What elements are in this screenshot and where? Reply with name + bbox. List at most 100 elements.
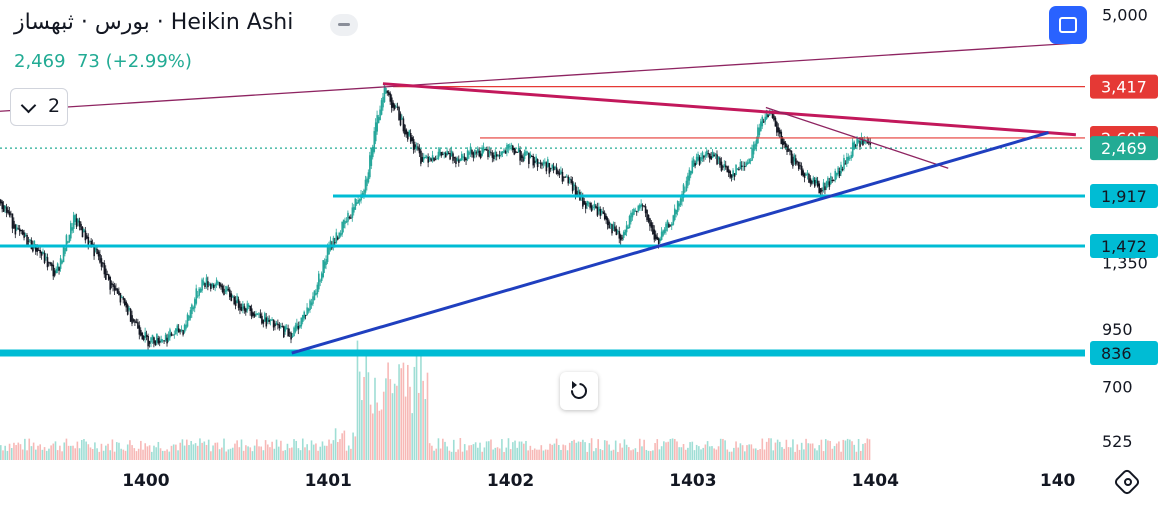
- candle: [692, 159, 695, 167]
- volume-bar: [849, 439, 851, 460]
- candle: [605, 215, 608, 221]
- candle: [786, 145, 788, 153]
- candle: [615, 228, 618, 236]
- volume-bar: [779, 441, 781, 460]
- volume-bar: [6, 450, 9, 460]
- fullscreen-button[interactable]: [1049, 6, 1087, 44]
- candle: [789, 149, 791, 152]
- candle: [669, 225, 672, 227]
- volume-bar: [221, 447, 223, 460]
- volume-bar: [608, 444, 610, 460]
- volume-bar: [367, 372, 370, 460]
- volume-bar: [356, 340, 359, 460]
- candle: [576, 190, 578, 197]
- candle: [611, 224, 613, 234]
- volume-bar: [94, 442, 96, 460]
- volume-bar: [345, 450, 348, 460]
- volume-bar: [746, 445, 748, 460]
- volume-bar: [129, 440, 131, 460]
- volume-bar: [299, 450, 302, 460]
- volume-bar: [415, 353, 418, 460]
- candle: [827, 177, 829, 185]
- candle: [310, 302, 313, 306]
- volume-bar: [579, 441, 582, 460]
- volume-bar: [231, 447, 234, 460]
- candle: [220, 284, 222, 288]
- volume-bar: [186, 439, 188, 460]
- candle: [347, 212, 349, 222]
- candle: [141, 332, 144, 340]
- legend-more-button[interactable]: [330, 14, 358, 36]
- candle: [563, 176, 565, 178]
- volume-bar: [518, 441, 521, 460]
- volume-bar: [833, 446, 836, 460]
- candle: [720, 161, 723, 171]
- candle: [131, 315, 133, 324]
- candle: [195, 288, 198, 304]
- volume-bar: [724, 440, 726, 460]
- candle: [134, 320, 136, 324]
- volume-bar: [503, 451, 505, 460]
- candle: [122, 297, 125, 300]
- candle: [557, 170, 559, 175]
- candle: [414, 144, 416, 149]
- candle: [745, 162, 748, 167]
- candle: [446, 150, 448, 156]
- candle: [186, 314, 189, 327]
- volume-bar: [89, 447, 92, 460]
- volume-bar: [107, 443, 109, 460]
- volume-bar: [835, 443, 838, 460]
- volume-bar: [122, 449, 125, 460]
- volume-bar: [45, 450, 48, 460]
- volume-bar: [277, 446, 280, 460]
- candle: [198, 288, 200, 296]
- candle: [386, 90, 389, 93]
- candle: [675, 209, 678, 215]
- price-badge-2469: [1090, 136, 1158, 161]
- reset-chart-button[interactable]: [560, 372, 598, 410]
- candle: [90, 240, 93, 247]
- candle: [536, 159, 539, 168]
- volume-bar: [540, 445, 543, 460]
- candle: [472, 152, 475, 158]
- volume-bar: [275, 439, 278, 460]
- volume-bar: [562, 444, 564, 460]
- candle: [512, 145, 514, 151]
- volume-bar: [708, 446, 711, 460]
- volume-bar: [175, 444, 177, 460]
- chart-settings-button[interactable]: [1112, 467, 1142, 497]
- candle: [94, 247, 97, 251]
- candle: [37, 249, 40, 251]
- candle: [647, 214, 650, 222]
- candle: [256, 314, 259, 316]
- candle: [433, 157, 435, 162]
- candle: [303, 311, 306, 319]
- volume-bar: [507, 438, 510, 460]
- candle: [411, 137, 413, 142]
- volume-bar: [783, 448, 785, 460]
- volume-bar: [280, 440, 282, 460]
- candle: [685, 180, 688, 191]
- volume-bar: [859, 450, 862, 460]
- candle: [372, 146, 374, 158]
- candle: [758, 127, 761, 136]
- volume-bar: [551, 444, 554, 460]
- volume-bar: [463, 444, 466, 460]
- price-badge-label: 1,917: [1101, 187, 1147, 206]
- candle: [159, 340, 161, 343]
- volume-bar: [372, 413, 374, 460]
- candle: [392, 102, 395, 108]
- candle: [355, 202, 358, 205]
- candle: [853, 141, 856, 150]
- indicators-toggle-button[interactable]: 2: [10, 88, 68, 126]
- candle: [376, 115, 378, 132]
- volume-bar: [157, 441, 160, 460]
- volume-bar: [603, 440, 606, 460]
- candle: [517, 148, 520, 153]
- candle: [633, 209, 635, 215]
- indicator-count: 2: [48, 95, 61, 117]
- candle: [773, 115, 775, 120]
- candle: [304, 315, 307, 317]
- volume-bar: [413, 366, 416, 460]
